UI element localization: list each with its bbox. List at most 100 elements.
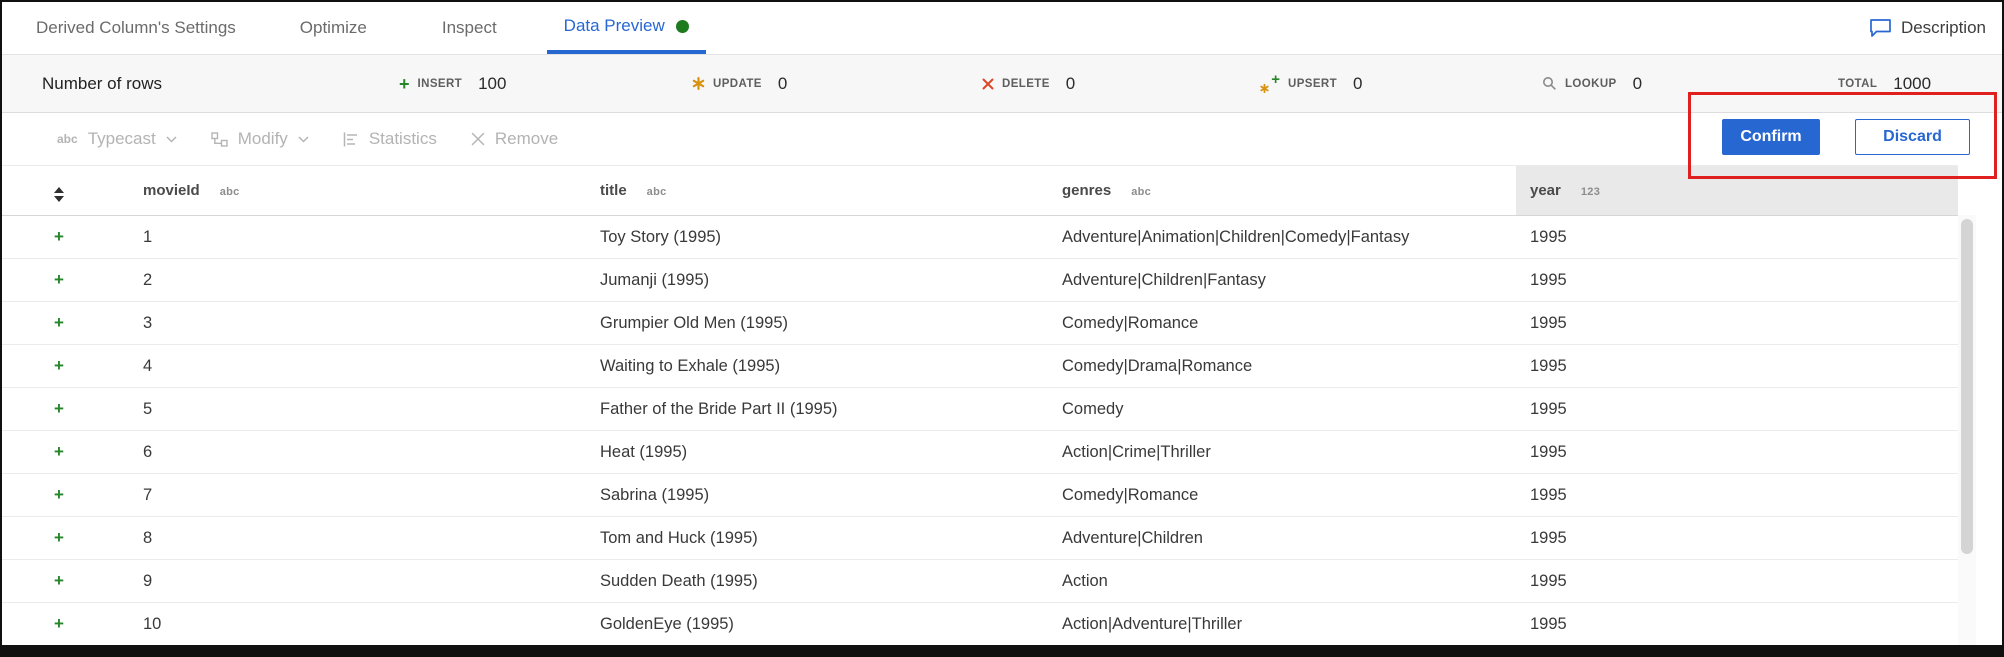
cell-movieid: 2	[97, 258, 587, 302]
comment-icon	[1870, 19, 1891, 37]
remove-button[interactable]: Remove	[471, 129, 558, 149]
confirm-button[interactable]: Confirm	[1722, 119, 1820, 155]
cell-title: Sudden Death (1995)	[587, 559, 1032, 603]
chevron-down-icon	[298, 135, 309, 143]
delete-x-icon	[982, 78, 994, 89]
cell-year: 1995	[1516, 559, 1958, 603]
cell-genres: Comedy|Romance	[1032, 473, 1516, 517]
tab-data-preview[interactable]: Data Preview	[546, 2, 706, 54]
cell-genres: Action|Crime|Thriller	[1032, 430, 1516, 474]
column-header-title[interactable]: title abc	[587, 165, 1032, 216]
type-abc-badge: abc	[1131, 186, 1152, 198]
table-row: + 10 GoldenEye (1995) Action|Adventure|T…	[2, 602, 1958, 645]
type-abc-badge: abc	[219, 186, 240, 198]
table-row: + 6 Heat (1995) Action|Crime|Thriller 19…	[2, 430, 1958, 474]
statistics-icon	[343, 132, 357, 146]
remove-x-icon	[471, 132, 485, 146]
vertical-scrollbar[interactable]	[1958, 215, 1976, 645]
stat-delete: DELETE 0	[982, 74, 1075, 94]
tab-bar: Derived Column's Settings Optimize Inspe…	[2, 2, 2002, 55]
cell-year: 1995	[1516, 215, 1958, 259]
statistics-button[interactable]: Statistics	[343, 129, 437, 149]
column-header-year[interactable]: year 123	[1516, 165, 1958, 216]
cell-year: 1995	[1516, 301, 1958, 345]
column-header-movieid[interactable]: movieId abc	[97, 165, 587, 216]
row-stats-bar: Number of rows + INSERT 100 UPDATE 0 DEL…	[2, 55, 2002, 113]
chevron-down-icon	[166, 135, 177, 143]
table-row: + 1 Toy Story (1995) Adventure|Animation…	[2, 215, 1958, 259]
cell-year: 1995	[1516, 602, 1958, 645]
stat-insert: + INSERT 100	[399, 74, 506, 94]
cell-genres: Action	[1032, 559, 1516, 603]
lookup-magnifier-icon	[1543, 77, 1556, 90]
number-of-rows-label: Number of rows	[42, 73, 162, 93]
table-toolbar: abc Typecast Modify Statistics Remove	[2, 113, 2002, 165]
cell-title: Sabrina (1995)	[587, 473, 1032, 517]
stat-update: UPDATE 0	[692, 74, 787, 94]
cell-year: 1995	[1516, 473, 1958, 517]
insert-label: INSERT	[417, 77, 463, 90]
insert-row-plus-icon: +	[54, 485, 64, 504]
cell-movieid: 6	[97, 430, 587, 474]
stat-upsert: + UPSERT 0	[1260, 72, 1363, 94]
modify-label: Modify	[237, 129, 288, 148]
cell-movieid: 1	[97, 215, 587, 259]
cell-title: Grumpier Old Men (1995)	[587, 301, 1032, 345]
total-label: TOTAL	[1838, 77, 1878, 90]
table-row: + 5 Father of the Bride Part II (1995) C…	[2, 387, 1958, 431]
vertical-scrollbar-thumb[interactable]	[1961, 219, 1973, 554]
cell-year: 1995	[1516, 387, 1958, 431]
cell-title: Toy Story (1995)	[587, 215, 1032, 259]
insert-row-plus-icon: +	[54, 227, 64, 246]
cell-genres: Comedy	[1032, 387, 1516, 431]
delete-count: 0	[1065, 73, 1076, 93]
cell-year: 1995	[1516, 430, 1958, 474]
total-count: 1000	[1893, 73, 1932, 93]
insert-plus-icon: +	[399, 73, 410, 94]
insert-row-plus-icon: +	[54, 442, 64, 461]
table-header-row: movieId abc title abc genres abc year 123	[2, 165, 1958, 216]
sort-icon	[54, 186, 64, 202]
cell-genres: Comedy|Romance	[1032, 301, 1516, 345]
cell-genres: Adventure|Children	[1032, 516, 1516, 560]
cell-title: Jumanji (1995)	[587, 258, 1032, 302]
cell-title: Heat (1995)	[587, 430, 1032, 474]
cell-genres: Comedy|Drama|Romance	[1032, 344, 1516, 388]
update-count: 0	[777, 73, 788, 93]
stat-lookup: LOOKUP 0	[1542, 74, 1642, 94]
update-label: UPDATE	[713, 77, 762, 90]
insert-row-plus-icon: +	[54, 528, 64, 547]
insert-count: 100	[478, 73, 507, 93]
sort-header[interactable]	[2, 165, 97, 216]
cell-movieid: 9	[97, 559, 587, 603]
upsert-label: UPSERT	[1288, 77, 1338, 90]
table-body: + 1 Toy Story (1995) Adventure|Animation…	[2, 215, 1958, 645]
remove-label: Remove	[494, 129, 559, 148]
cell-movieid: 3	[97, 301, 587, 345]
tab-optimize[interactable]: Optimize	[299, 18, 367, 37]
discard-button[interactable]: Discard	[1855, 119, 1970, 155]
typecast-menu-button[interactable]: abc Typecast	[57, 129, 177, 149]
tab-data-preview-label: Data Preview	[563, 16, 665, 35]
tab-inspect[interactable]: Inspect	[441, 18, 497, 37]
cell-movieid: 5	[97, 387, 587, 431]
lookup-count: 0	[1632, 73, 1643, 93]
column-header-genres[interactable]: genres abc	[1032, 165, 1516, 216]
description-button[interactable]: Description	[1869, 2, 1986, 54]
modify-menu-button[interactable]: Modify	[211, 129, 309, 149]
table-row: + 3 Grumpier Old Men (1995) Comedy|Roman…	[2, 301, 1958, 345]
cell-genres: Adventure|Children|Fantasy	[1032, 258, 1516, 302]
stat-total: TOTAL 1000	[1838, 74, 1931, 94]
cell-genres: Adventure|Animation|Children|Comedy|Fant…	[1032, 215, 1516, 259]
statistics-label: Statistics	[368, 129, 437, 148]
cell-year: 1995	[1516, 344, 1958, 388]
tab-derived-column-settings[interactable]: Derived Column's Settings	[36, 18, 236, 37]
upsert-count: 0	[1353, 73, 1363, 93]
upsert-icon: +	[1260, 72, 1280, 93]
cell-title: Father of the Bride Part II (1995)	[587, 387, 1032, 431]
cell-movieid: 4	[97, 344, 587, 388]
insert-row-plus-icon: +	[54, 614, 64, 633]
type-abc-badge: abc	[646, 186, 667, 198]
table-row: + 9 Sudden Death (1995) Action 1995	[2, 559, 1958, 603]
